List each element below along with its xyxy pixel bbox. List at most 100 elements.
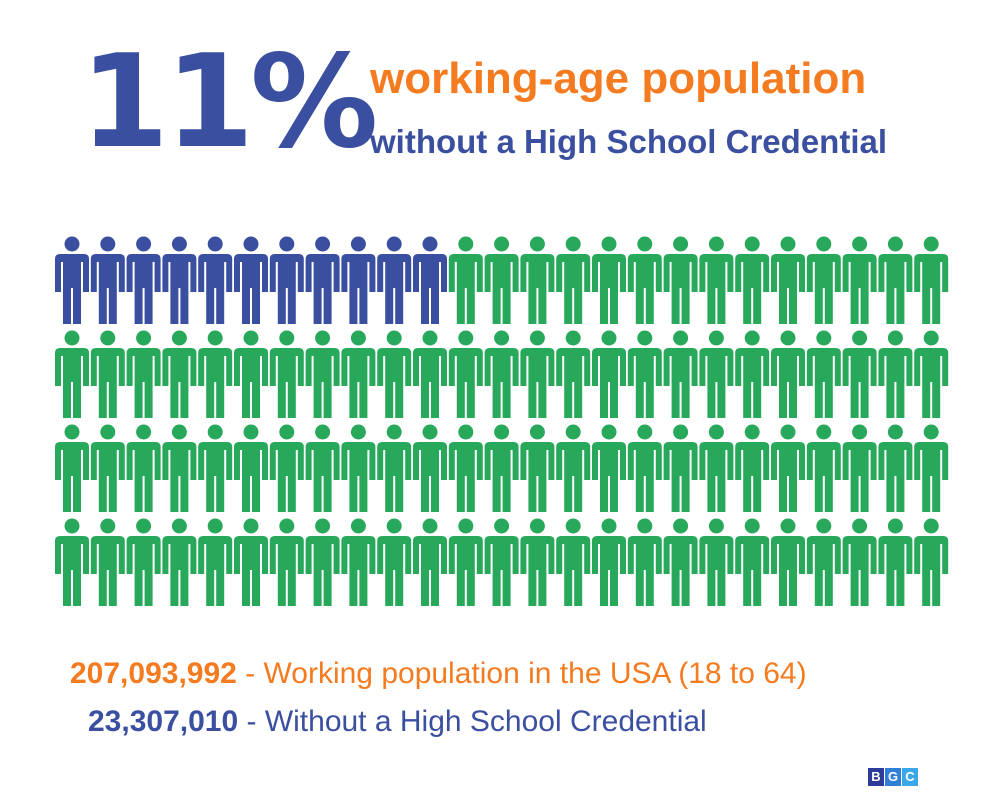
person-icon-with-credential xyxy=(448,330,483,418)
person-icon-with-credential xyxy=(663,518,698,606)
person-icon-with-credential xyxy=(162,518,197,606)
person-icon-with-credential xyxy=(878,424,913,512)
person-icon-with-credential xyxy=(234,518,268,606)
person-icon-without-credential xyxy=(305,236,340,324)
person-icon-with-credential xyxy=(413,424,447,512)
person-icon-with-credential xyxy=(699,518,734,606)
person-icon-with-credential xyxy=(126,330,161,418)
person-icon-with-credential xyxy=(663,424,698,512)
person-icon-with-credential xyxy=(663,330,698,418)
person-icon-with-credential xyxy=(90,330,125,418)
person-icon-with-credential xyxy=(484,236,519,324)
person-icon-with-credential xyxy=(556,330,591,418)
person-icon-with-credential xyxy=(484,424,519,512)
person-icon-with-credential xyxy=(806,330,841,418)
headline-line2: without a High School Credential xyxy=(370,123,888,160)
logo-letter-b: B xyxy=(868,768,884,786)
person-icon-with-credential xyxy=(556,518,591,606)
headline-line1: working-age population xyxy=(370,54,867,103)
person-icon-with-credential xyxy=(806,236,841,324)
person-icon-with-credential xyxy=(663,236,698,324)
person-icon-without-credential xyxy=(341,236,376,324)
person-icon-with-credential xyxy=(771,330,805,418)
person-icon-with-credential xyxy=(520,518,555,606)
person-icon-with-credential xyxy=(556,236,591,324)
person-icon-with-credential xyxy=(269,424,304,512)
person-icon-without-credential xyxy=(55,236,89,324)
person-icon-with-credential xyxy=(341,424,376,512)
person-icon-without-credential xyxy=(377,236,412,324)
person-icon-with-credential xyxy=(627,236,662,324)
person-icon-with-credential xyxy=(914,330,949,418)
person-icon-with-credential xyxy=(592,518,626,606)
person-icon-with-credential xyxy=(198,518,233,606)
person-icon-with-credential xyxy=(735,236,770,324)
person-icon-with-credential xyxy=(735,330,770,418)
person-icon-with-credential xyxy=(234,424,268,512)
person-icon-with-credential xyxy=(126,424,161,512)
person-icon-with-credential xyxy=(341,330,376,418)
bgc-logo: B G C xyxy=(868,768,918,786)
person-icon-with-credential xyxy=(699,330,734,418)
no-credential-number: 23,307,010 xyxy=(88,705,239,738)
person-icon-with-credential xyxy=(914,518,949,606)
person-icon-with-credential xyxy=(627,424,662,512)
person-icon-with-credential xyxy=(90,424,125,512)
person-icon-without-credential xyxy=(90,236,125,324)
total-population-label: - Working population in the USA (18 to 6… xyxy=(236,657,807,690)
person-icon-with-credential xyxy=(520,236,555,324)
person-icon-with-credential xyxy=(377,330,412,418)
person-icon-with-credential xyxy=(448,236,483,324)
person-icon-with-credential xyxy=(627,330,662,418)
person-icon-with-credential xyxy=(413,518,447,606)
person-icon-with-credential xyxy=(520,424,555,512)
person-icon-with-credential xyxy=(55,518,89,606)
person-icon-with-credential xyxy=(914,424,949,512)
person-icon-with-credential xyxy=(162,424,197,512)
headline-percent: 11% xyxy=(80,28,378,177)
no-credential-stat: 23,307,010 - Without a High School Crede… xyxy=(88,703,707,741)
person-icon-without-credential xyxy=(234,236,268,324)
person-icon-with-credential xyxy=(269,518,304,606)
logo-letter-g: G xyxy=(885,768,901,786)
person-icon-with-credential xyxy=(842,330,877,418)
person-icon-with-credential xyxy=(735,518,770,606)
person-icon-with-credential xyxy=(162,330,197,418)
person-icon-without-credential xyxy=(162,236,197,324)
person-icon-with-credential xyxy=(842,424,877,512)
person-icon-with-credential xyxy=(699,236,734,324)
person-icon-with-credential xyxy=(269,330,304,418)
person-icon-with-credential xyxy=(592,424,626,512)
person-icon-with-credential xyxy=(448,518,483,606)
person-icon-with-credential xyxy=(592,236,626,324)
person-icon-with-credential xyxy=(842,236,877,324)
person-icon-with-credential xyxy=(413,330,447,418)
no-credential-label: - Without a High School Credential xyxy=(238,705,707,738)
person-icon-with-credential xyxy=(126,518,161,606)
total-population-number: 207,093,992 xyxy=(70,657,237,690)
person-icon-with-credential xyxy=(699,424,734,512)
person-icon-with-credential xyxy=(305,330,340,418)
person-icon-with-credential xyxy=(806,518,841,606)
total-population-stat: 207,093,992 - Working population in the … xyxy=(70,655,807,693)
person-icon-without-credential xyxy=(413,236,447,324)
person-icon-with-credential xyxy=(234,330,268,418)
person-icon-with-credential xyxy=(806,424,841,512)
person-icon-with-credential xyxy=(771,518,805,606)
person-icon-with-credential xyxy=(448,424,483,512)
person-icon-with-credential xyxy=(771,236,805,324)
person-icon-with-credential xyxy=(341,518,376,606)
person-icon-with-credential xyxy=(914,236,949,324)
person-icon-with-credential xyxy=(627,518,662,606)
person-icon-with-credential xyxy=(484,330,519,418)
person-icon-with-credential xyxy=(377,518,412,606)
person-icon-with-credential xyxy=(735,424,770,512)
person-icon-with-credential xyxy=(90,518,125,606)
person-icon-with-credential xyxy=(198,330,233,418)
person-icon-with-credential xyxy=(878,518,913,606)
person-icon-with-credential xyxy=(556,424,591,512)
logo-letter-c: C xyxy=(902,768,918,786)
person-icon-with-credential xyxy=(305,424,340,512)
person-icon-with-credential xyxy=(520,330,555,418)
person-icon-with-credential xyxy=(878,236,913,324)
